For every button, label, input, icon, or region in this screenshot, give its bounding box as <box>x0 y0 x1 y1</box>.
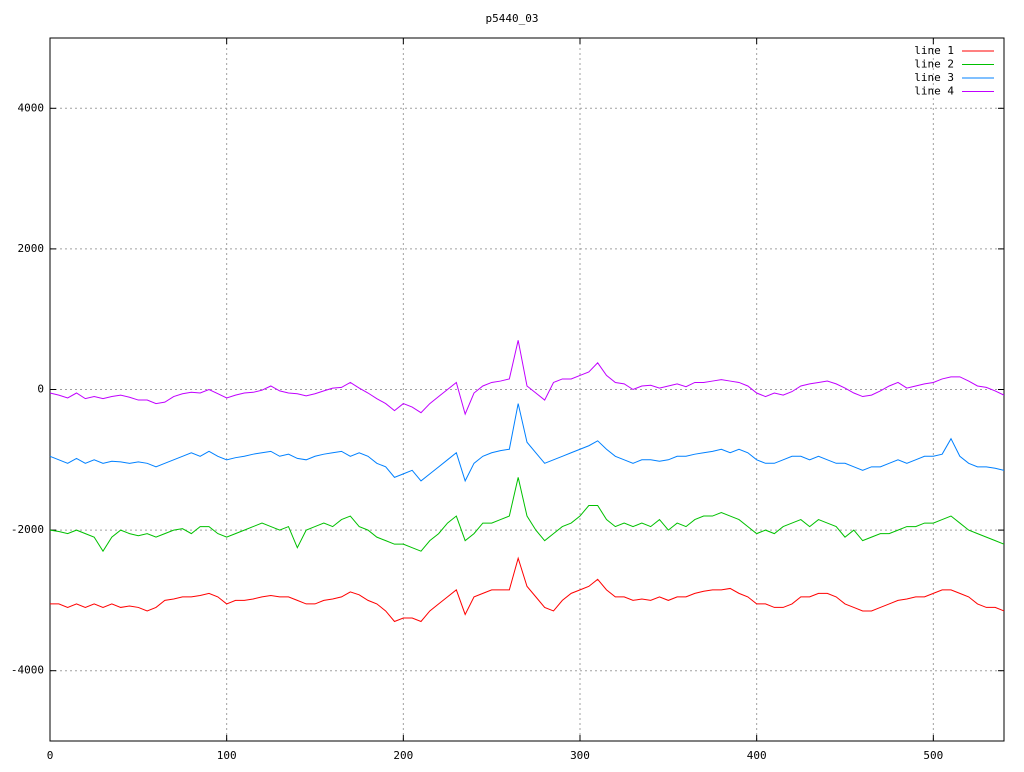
y-tick-label: -4000 <box>11 664 44 677</box>
y-tick-label: 2000 <box>18 242 45 255</box>
x-tick-label: 100 <box>217 749 237 762</box>
chart-title: p5440_03 <box>486 12 539 25</box>
x-tick-label: 200 <box>393 749 413 762</box>
data-line <box>49 477 1005 553</box>
y-tick-label: 4000 <box>18 101 45 114</box>
x-tick-label: 400 <box>747 749 767 762</box>
y-tick-label: 0 <box>37 383 44 396</box>
x-tick-label: 500 <box>923 749 943 762</box>
legend-label: line 3 <box>914 71 954 84</box>
data-line <box>50 556 1005 623</box>
legend-label: line 4 <box>914 85 954 98</box>
legend-label: line 1 <box>914 44 954 57</box>
x-tick-label: 0 <box>47 749 54 762</box>
x-tick-label: 300 <box>570 749 590 762</box>
data-line <box>49 340 1005 416</box>
data-line <box>49 403 1005 483</box>
plot-border <box>49 37 1005 742</box>
y-tick-label: -2000 <box>11 523 44 536</box>
legend-label: line 2 <box>914 58 954 71</box>
